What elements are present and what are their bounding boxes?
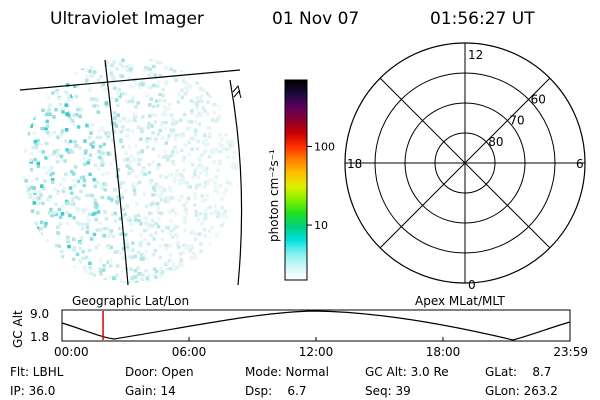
instrument-title: Ultraviolet Imager (50, 9, 204, 29)
latitude-rings: 60 70 80 (374, 72, 556, 254)
date-label: 01 Nov 07 (272, 9, 359, 29)
glon-info: GLon: 263.2 (485, 384, 558, 398)
polar-diagonal-2 (379, 77, 551, 249)
mlt-label-6: 6 (576, 157, 584, 171)
time-tick-label: 23:59 (553, 345, 588, 359)
geographic-label: Geographic Lat/Lon (72, 294, 189, 308)
gc-alt-info: GC Alt: 3.0 Re (365, 365, 449, 379)
door-info: Door: Open (125, 365, 194, 379)
uv-image-panel (19, 57, 243, 286)
mlt-label-18: 18 (347, 157, 362, 171)
seq-info: Seq: 39 (365, 384, 411, 398)
latitude-ring-label: 80 (488, 135, 503, 149)
longitude-line-west (104, 59, 129, 286)
colorbar: 100 10 photon cm⁻²s⁻¹ (267, 79, 335, 281)
apex-label: Apex MLat/MLT (415, 294, 505, 308)
colorbar-scale (284, 79, 308, 281)
latitude-ring (404, 102, 526, 224)
time-tick-label: 18:00 (426, 345, 461, 359)
altitude-plot-frame (61, 309, 571, 342)
gain-info: Gain: 14 (125, 384, 176, 398)
latitude-ring-label: 60 (531, 92, 546, 106)
polar-mlat-mlt-grid: 60 70 80 12 18 6 0 (344, 42, 586, 292)
uv-emission-pixels (22, 57, 238, 283)
dsp-info: Dsp: 6.7 (245, 384, 307, 398)
altitude-plot: Geographic Lat/Lon Apex MLat/MLT GC Alt … (11, 294, 588, 359)
colorbar-tick-label: 100 (314, 140, 335, 153)
terminator-arrow-icon (232, 84, 242, 99)
time-axis-ticks: 00:00 06:00 12:00 18:00 23:59 (54, 337, 588, 359)
status-info: Flt: LBHL IP: 36.0 Door: Open Gain: 14 M… (10, 365, 558, 398)
time-tick-label: 12:00 (299, 345, 334, 359)
mlt-label-0: 0 (468, 278, 476, 292)
flt-info: Flt: LBHL (10, 365, 64, 379)
colorbar-tick-label: 10 (314, 219, 328, 232)
latitude-line (19, 69, 241, 91)
altitude-ytick-top: 9.0 (30, 307, 49, 321)
latitude-ring (434, 132, 496, 194)
colorbar-ticks: 100 10 (307, 140, 335, 232)
colorbar-label: photon cm⁻²s⁻¹ (267, 149, 281, 242)
mlt-label-12: 12 (468, 48, 483, 62)
latitude-ring-label: 70 (509, 114, 524, 128)
longitude-line-east (229, 79, 243, 286)
glat-info: GLat: 8.7 (485, 365, 551, 379)
altitude-ytick-bottom: 1.8 (30, 330, 49, 344)
latitude-ring (374, 72, 556, 254)
altitude-ylabel: GC Alt (11, 310, 25, 348)
altitude-curve (61, 310, 571, 341)
time-tick-label: 06:00 (172, 345, 207, 359)
time-tick-label: 00:00 (54, 345, 89, 359)
ip-info: IP: 36.0 (10, 384, 55, 398)
time-label: 01:56:27 UT (430, 9, 535, 29)
mode-info: Mode: Normal (245, 365, 329, 379)
